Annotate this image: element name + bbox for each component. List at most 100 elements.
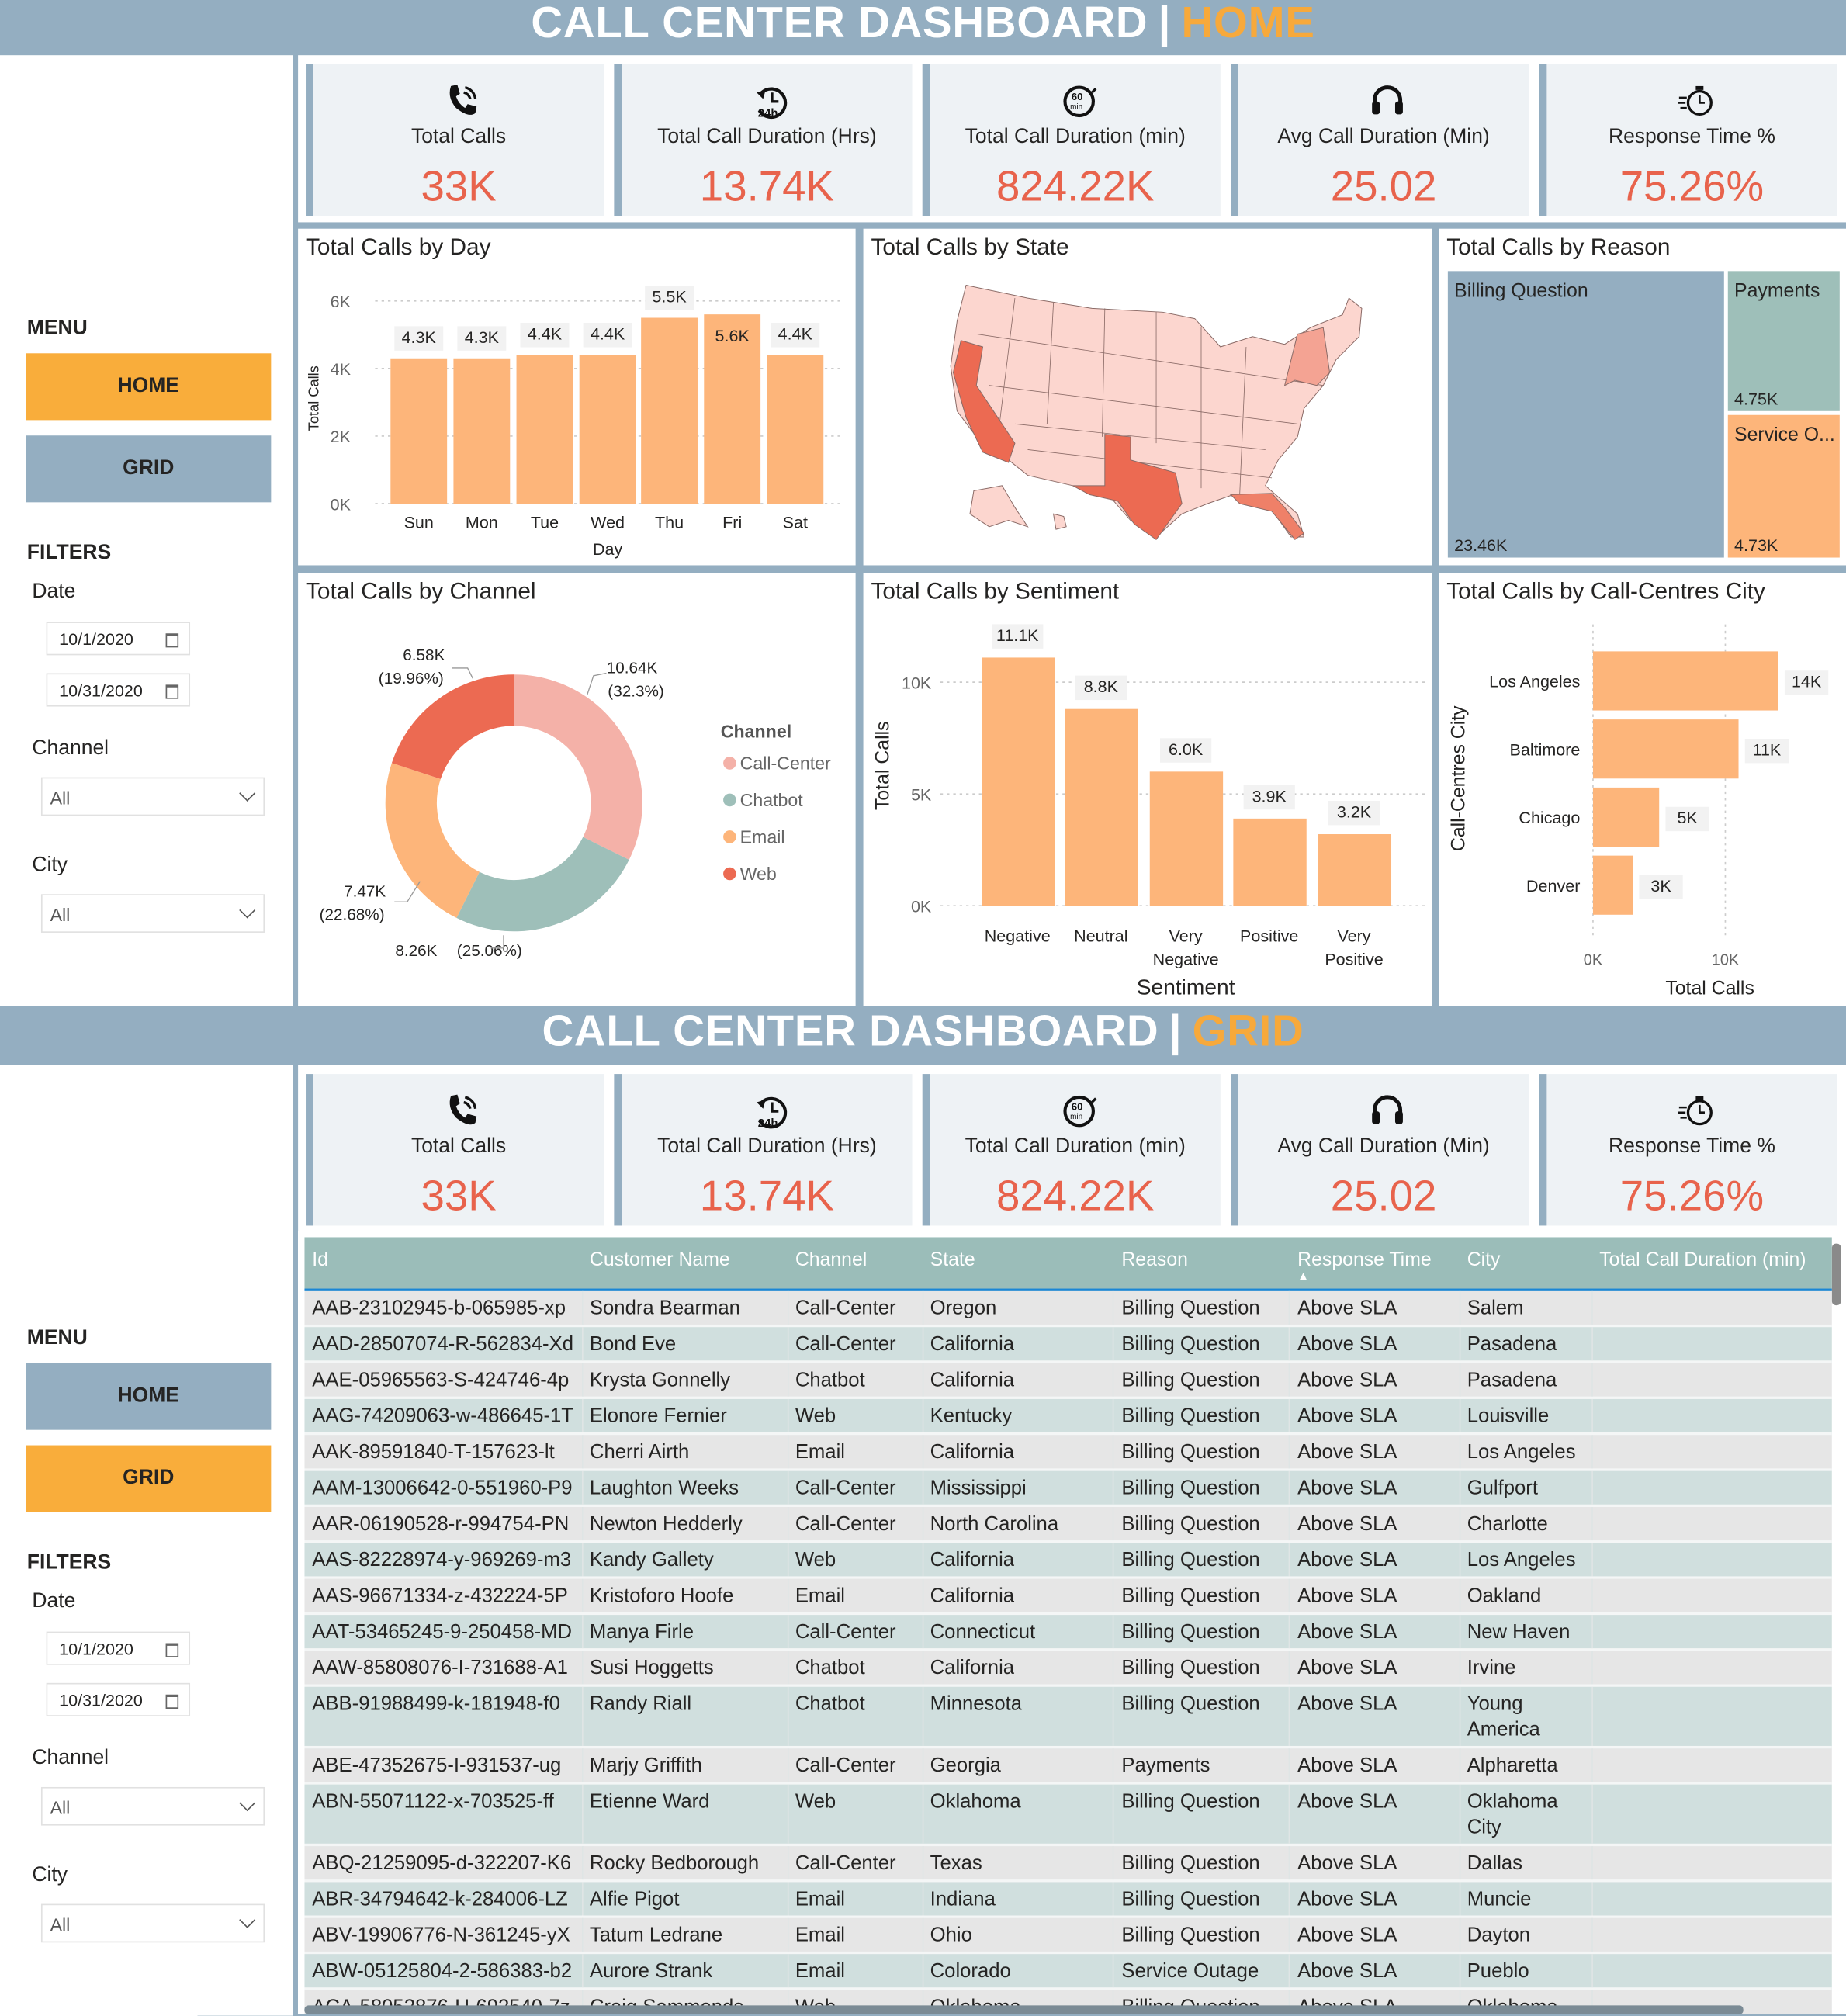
- table-row[interactable]: AAS-82228974-y-969269-m3 Kandy Gallety Web…: [304, 1543, 1832, 1579]
- data-label: 6.0K: [1169, 740, 1204, 759]
- table-row[interactable]: AAM-13006642-0-551960-P9 Laughton Weeks Ca…: [304, 1470, 1832, 1508]
- cell-divider: [1288, 1882, 1290, 1916]
- kpi-card: Response Time % 75.26%: [1539, 64, 1837, 216]
- phone-icon: [449, 1094, 477, 1125]
- table-cell: Billing Question: [1121, 1621, 1260, 1644]
- column-header[interactable]: Response Time: [1297, 1249, 1432, 1271]
- column-header[interactable]: Customer Name: [589, 1249, 730, 1271]
- x-axis-title: Sentiment: [1137, 975, 1235, 999]
- cell-divider: [581, 1917, 584, 1952]
- data-label: 11K: [1753, 740, 1782, 759]
- channel-dropdown[interactable]: All: [40, 777, 265, 816]
- calendar-icon[interactable]: [165, 684, 179, 699]
- table-cell: AAR-06190528-r-994754-PN: [312, 1513, 570, 1536]
- cell-divider: [1591, 1846, 1593, 1880]
- table-cell: New Haven: [1467, 1621, 1571, 1644]
- data-label: 3K: [1650, 877, 1671, 895]
- svg-text:60: 60: [1072, 1100, 1083, 1112]
- table-row[interactable]: AAR-06190528-r-994754-PN Newton Hedderly C…: [304, 1507, 1832, 1543]
- date-from-input[interactable]: 10/1/2020: [46, 622, 191, 656]
- nav-button-home[interactable]: HOME: [26, 1363, 272, 1430]
- table-cell: Web: [795, 1405, 836, 1428]
- city-dropdown[interactable]: All: [40, 894, 265, 933]
- cell-divider: [1459, 1470, 1461, 1505]
- horizontal-scrollbar-thumb[interactable]: [304, 2005, 1744, 2014]
- channel-dropdown[interactable]: All: [40, 1786, 265, 1826]
- vertical-scrollbar[interactable]: [1831, 1243, 1841, 1306]
- cell-divider: [1112, 1507, 1114, 1541]
- column-header[interactable]: Id: [312, 1249, 329, 1271]
- table-row[interactable]: AAE-05965563-S-424746-4p Krysta Gonnelly C…: [304, 1363, 1832, 1399]
- city-label: City: [32, 854, 68, 877]
- table-row[interactable]: ABR-34794642-k-284006-LZ Alfie Pigot Email…: [304, 1882, 1832, 1918]
- cell-divider: [922, 1398, 924, 1432]
- x-tick-label: Very PositiveVery Positive: [1325, 927, 1383, 969]
- table-row[interactable]: AAT-53465245-9-250458-MD Manya Firle Call-…: [304, 1615, 1832, 1651]
- city-dropdown[interactable]: All: [40, 1903, 265, 1943]
- data-label-bg: [583, 323, 632, 348]
- nav-button-grid[interactable]: GRID: [26, 435, 272, 503]
- cell-divider: [581, 1784, 584, 1844]
- cell-divider: [581, 1615, 584, 1649]
- table-row[interactable]: ABE-47352675-I-931537-ug Marjy Griffith Ca…: [304, 1748, 1832, 1785]
- cell-divider: [922, 1578, 924, 1612]
- calendar-icon[interactable]: [165, 1694, 179, 1709]
- cell-divider: [1459, 1578, 1461, 1612]
- table-cell: Chatbot: [795, 1657, 865, 1679]
- 24h-clock-icon: 24h: [757, 87, 788, 120]
- cell-divider: [922, 1470, 924, 1505]
- column-header[interactable]: Total Call Duration (min): [1599, 1249, 1806, 1271]
- table-cell: Minnesota: [930, 1693, 1023, 1716]
- nav-button-home[interactable]: HOME: [26, 353, 272, 421]
- column-header[interactable]: State: [930, 1249, 975, 1271]
- date-to-input[interactable]: 10/31/2020: [46, 1682, 191, 1716]
- cell-divider: [922, 1846, 924, 1880]
- table-row[interactable]: AAB-23102945-b-065985-xp Sondra Bearman Ca…: [304, 1290, 1832, 1328]
- sidebar: MENU HOME GRID FILTERS Date 10/1/2020 10/31/20…: [0, 55, 293, 1006]
- table-row[interactable]: AAK-89591840-T-157623-lt Cherri Airth Emai…: [304, 1435, 1832, 1471]
- calendar-icon[interactable]: [165, 1643, 179, 1657]
- date-from-input[interactable]: 10/1/2020: [46, 1631, 191, 1665]
- table-cell: Above SLA: [1297, 1405, 1397, 1428]
- cell-divider: [1288, 1748, 1290, 1782]
- date-to-input[interactable]: 10/31/2020: [46, 673, 191, 707]
- nav-button-grid[interactable]: GRID: [26, 1445, 272, 1512]
- table-row[interactable]: AAW-85808076-I-731688-A1 Susi Hoggetts Cha…: [304, 1651, 1832, 1687]
- table-cell: Web: [795, 1790, 836, 1813]
- channel-label: Channel: [32, 737, 109, 760]
- column-header[interactable]: Reason: [1121, 1249, 1188, 1271]
- column-header[interactable]: City: [1467, 1249, 1501, 1271]
- cell-divider: [1459, 1615, 1461, 1649]
- cell-divider: [922, 1882, 924, 1916]
- x-tick-line: Very: [1169, 927, 1203, 946]
- calendar-icon[interactable]: [165, 633, 179, 648]
- data-label-bg: [394, 326, 444, 351]
- table-row[interactable]: ABB-91988499-k-181948-f0 Randy Riall Chatb…: [304, 1686, 1832, 1749]
- y-axis-title: Call-Centres City: [1448, 705, 1469, 851]
- table-cell: ABB-91988499-k-181948-f0: [312, 1693, 560, 1716]
- table-cell: Billing Question: [1121, 1441, 1260, 1464]
- table-cell: AAG-74209063-w-486645-1T: [312, 1405, 573, 1428]
- cell-divider: [1459, 1917, 1461, 1952]
- sort-ascending-icon[interactable]: ▲: [1297, 1269, 1309, 1283]
- cell-divider: [1112, 1748, 1114, 1782]
- cell-divider: [1591, 1686, 1593, 1746]
- chart-title: Total Calls by Reason: [1446, 234, 1671, 260]
- table-cell: Call-Center: [795, 1852, 896, 1875]
- table-row[interactable]: AAG-74209063-w-486645-1T Elonore Fernier W…: [304, 1398, 1832, 1436]
- column-header[interactable]: Channel: [795, 1249, 868, 1271]
- table-cell: California: [930, 1441, 1015, 1464]
- table-cell: Billing Question: [1121, 1549, 1260, 1571]
- chevron-down-icon: [239, 785, 256, 802]
- table-row[interactable]: ABV-19906776-N-361245-yX Tatum Ledrane Ema…: [304, 1917, 1832, 1955]
- cell-divider: [787, 1954, 789, 1988]
- table-row[interactable]: ABQ-21259095-d-322207-K6 Rocky Bedborough…: [304, 1846, 1832, 1883]
- table-row[interactable]: AAS-96671334-z-432224-5P Kristoforo Hoofe…: [304, 1578, 1832, 1616]
- x-tick-label: Mon: [466, 513, 498, 532]
- table-row[interactable]: ABN-55071122-x-703525-ff Etienne Ward Web O…: [304, 1784, 1832, 1847]
- cell-divider: [787, 1846, 789, 1880]
- table-row[interactable]: ABW-05125804-2-586383-b2 Aurore Strank Ema…: [304, 1954, 1832, 1990]
- table-cell: Krysta Gonnelly: [589, 1369, 731, 1392]
- table-row[interactable]: AAD-28507074-R-562834-Xd Bond Eve Call-Cen…: [304, 1327, 1832, 1363]
